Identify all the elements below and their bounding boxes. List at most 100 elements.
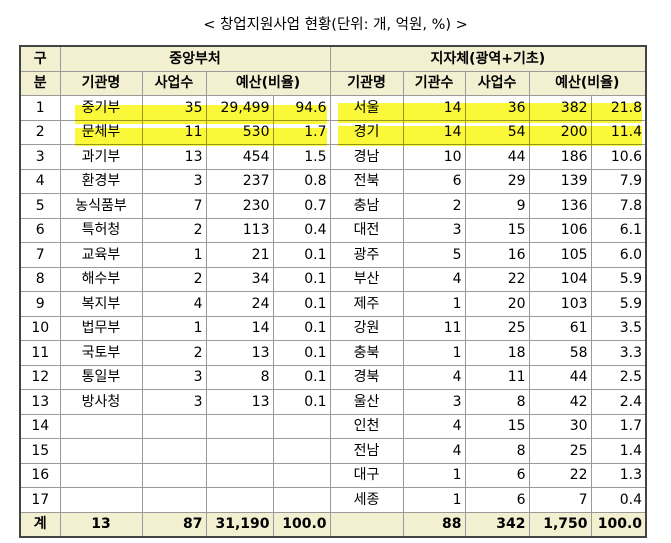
central-project-count: 4: [141, 291, 207, 317]
local-agency-count: 4: [402, 266, 466, 292]
table-row: 14 인천 4 15 30 1.7: [19, 413, 648, 439]
local-budget: 382: [528, 95, 592, 121]
central-agency-name: 통일부: [59, 364, 143, 390]
table-row: 13 방사청 3 13 0.1 울산 3 8 42 2.4: [19, 389, 648, 415]
row-number: 2: [19, 119, 61, 145]
central-ratio: 0.1: [272, 266, 331, 292]
table-row: 2 문체부 11 530 1.7 경기 14 54 200 11.4: [19, 119, 648, 145]
local-budget: 104: [528, 266, 592, 292]
central-project-count: [141, 462, 207, 488]
central-project-count: 2: [141, 340, 207, 366]
central-agency-name: 환경부: [59, 168, 143, 194]
total-row: 계 13 87 31,190 100.0 88 342 1,750 100.0: [19, 511, 648, 538]
local-project-count: 29: [464, 168, 530, 194]
local-agency-name: 전남: [329, 438, 404, 464]
table-row: 5 농식품부 7 230 0.7 충남 2 9 136 7.8: [19, 193, 648, 219]
local-agency-count: 11: [402, 315, 466, 341]
central-budget: 24: [205, 291, 274, 317]
row-number: 11: [19, 340, 61, 366]
central-budget: 13: [205, 340, 274, 366]
central-ratio: 0.1: [272, 364, 331, 390]
local-project-count: 18: [464, 340, 530, 366]
local-agency-name: 대전: [329, 217, 404, 243]
local-agency-name: 인천: [329, 413, 404, 439]
local-budget: 22: [528, 462, 592, 488]
local-ratio: 2.4: [590, 389, 648, 415]
local-agency-count: 1: [402, 462, 466, 488]
total-central-budget: 31,190: [205, 511, 274, 538]
row-number: 10: [19, 315, 61, 341]
total-central-projects: 87: [141, 511, 207, 538]
local-agency-count: 10: [402, 144, 466, 170]
local-agency-count: 6: [402, 168, 466, 194]
central-agency-name: 복지부: [59, 291, 143, 317]
central-ratio: 1.7: [272, 119, 331, 145]
local-agency-count: 4: [402, 413, 466, 439]
local-project-count: 44: [464, 144, 530, 170]
central-project-count: 3: [141, 168, 207, 194]
total-local-ratio: 100.0: [590, 511, 648, 538]
table-row: 15 전남 4 8 25 1.4: [19, 438, 648, 464]
local-agency-name: 강원: [329, 315, 404, 341]
local-project-count: 9: [464, 193, 530, 219]
local-ratio: 3.3: [590, 340, 648, 366]
local-budget: 30: [528, 413, 592, 439]
row-number: 17: [19, 487, 61, 513]
local-budget: 61: [528, 315, 592, 341]
central-budget: 237: [205, 168, 274, 194]
local-ratio: 1.3: [590, 462, 648, 488]
local-agency-name: 제주: [329, 291, 404, 317]
local-budget: 103: [528, 291, 592, 317]
total-central-ratio: 100.0: [272, 511, 331, 538]
local-project-count: 54: [464, 119, 530, 145]
table-row: 17 세종 1 6 7 0.4: [19, 487, 648, 513]
local-project-count: 6: [464, 462, 530, 488]
central-project-count: 13: [141, 144, 207, 170]
local-project-count: 22: [464, 266, 530, 292]
total-central-count: 13: [59, 511, 143, 538]
central-agency-name: 방사청: [59, 389, 143, 415]
local-ratio: 1.7: [590, 413, 648, 439]
local-project-count: 6: [464, 487, 530, 513]
central-budget: 13: [205, 389, 274, 415]
local-agency-name: 충북: [329, 340, 404, 366]
local-agency-name: 세종: [329, 487, 404, 513]
local-agency-count: 1: [402, 340, 466, 366]
header-central: 중앙부처: [59, 45, 331, 72]
central-agency-name: 교육부: [59, 242, 143, 268]
startup-support-table: 구 중앙부처 지자체(광역+기초) 분 기관명 사업수 예산(비율) 기관명 기…: [19, 45, 648, 538]
local-budget: 200: [528, 119, 592, 145]
table-row: 11 국토부 2 13 0.1 충북 1 18 58 3.3: [19, 340, 648, 366]
local-ratio: 11.4: [590, 119, 648, 145]
central-budget: 14: [205, 315, 274, 341]
local-budget: 58: [528, 340, 592, 366]
row-number: 8: [19, 266, 61, 292]
central-project-count: [141, 487, 207, 513]
central-budget: 454: [205, 144, 274, 170]
table-row: 3 과기부 13 454 1.5 경남 10 44 186 10.6: [19, 144, 648, 170]
local-budget: 25: [528, 438, 592, 464]
local-agency-name: 경남: [329, 144, 404, 170]
row-number: 13: [19, 389, 61, 415]
central-project-count: 3: [141, 389, 207, 415]
local-project-count: 8: [464, 389, 530, 415]
header-row-2: 분 기관명 사업수 예산(비율) 기관명 기관수 사업수 예산(비율): [19, 70, 648, 96]
local-agency-count: 2: [402, 193, 466, 219]
local-project-count: 20: [464, 291, 530, 317]
local-budget: 105: [528, 242, 592, 268]
row-number: 14: [19, 413, 61, 439]
central-agency-name: [59, 487, 143, 513]
local-agency-name: 충남: [329, 193, 404, 219]
header-local-projects: 사업수: [464, 70, 530, 96]
local-project-count: 25: [464, 315, 530, 341]
table-row: 16 대구 1 6 22 1.3: [19, 462, 648, 488]
table-row: 8 해수부 2 34 0.1 부산 4 22 104 5.9: [19, 266, 648, 292]
central-ratio: 0.1: [272, 242, 331, 268]
central-agency-name: 문체부: [59, 119, 143, 145]
local-ratio: 21.8: [590, 95, 648, 121]
table-row: 12 통일부 3 8 0.1 경북 4 11 44 2.5: [19, 364, 648, 390]
local-ratio: 6.1: [590, 217, 648, 243]
central-budget: 21: [205, 242, 274, 268]
local-agency-count: 1: [402, 291, 466, 317]
